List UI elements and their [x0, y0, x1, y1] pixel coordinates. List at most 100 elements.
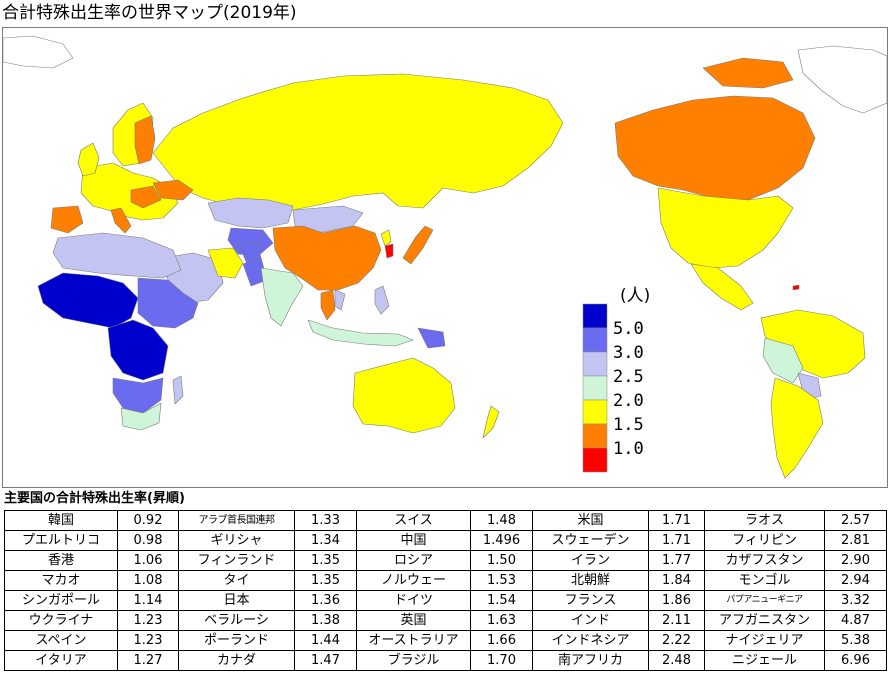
region-southern-africa [112, 377, 164, 414]
value-cell: 3.32 [824, 590, 887, 611]
value-cell: 1.38 [294, 610, 357, 631]
country-cell: 日本 [178, 590, 295, 611]
legend-label: 3.0 [613, 343, 644, 363]
country-cell: 中国 [356, 530, 471, 551]
region-indonesia [307, 319, 414, 347]
value-cell: 1.23 [117, 610, 179, 631]
legend-label: 2.5 [613, 367, 644, 387]
region-iran [207, 247, 244, 279]
region-new-zealand [482, 405, 500, 439]
region-west-africa [37, 272, 139, 329]
value-cell: 1.84 [648, 570, 705, 591]
country-cell: ナイジェリア [704, 630, 825, 651]
value-cell: 2.48 [648, 650, 705, 671]
region-south-africa [120, 402, 162, 431]
country-cell: ラオス [704, 510, 825, 531]
country-cell: ノルウェー [356, 570, 471, 591]
table-row: 韓国 0.92 アラブ首長国連邦 1.33 スイス 1.48 米国 1.71 ラオス 2.57 [4, 510, 887, 531]
value-cell: 1.77 [648, 550, 705, 571]
country-cell: スイス [356, 510, 471, 531]
country-cell: ギリシャ [178, 530, 295, 551]
country-cell: プエルトリコ [4, 530, 118, 551]
legend-swatch [582, 375, 608, 401]
value-cell: 1.06 [117, 550, 179, 571]
country-cell: ウクライナ [4, 610, 118, 631]
value-cell: 1.34 [294, 530, 357, 551]
value-cell: 2.11 [648, 610, 705, 631]
region-usa [657, 187, 794, 269]
region-finland [134, 115, 156, 165]
region-greenland [797, 45, 887, 114]
country-cell: イラン [532, 550, 649, 571]
value-cell: 1.48 [470, 510, 533, 531]
table-row: プエルトリコ 0.98 ギリシャ 1.34 中国 1.496 スウェーデン 1.71 フィリピン… [4, 530, 887, 551]
value-cell: 1.36 [294, 590, 357, 611]
value-cell: 1.35 [294, 550, 357, 571]
region-spain [50, 205, 84, 234]
region-east-africa [137, 277, 199, 329]
country-cell: フィンランド [178, 550, 295, 571]
country-cell: 韓国 [4, 510, 118, 531]
country-cell: モンゴル [704, 570, 825, 591]
region-eastern-europe [130, 185, 162, 209]
value-cell: 1.63 [470, 610, 533, 631]
region-china [272, 225, 382, 291]
table-row: イタリア 1.27 カナダ 1.47 ブラジル 1.70 南アフリカ 2.48 ニジェール 6.9… [4, 650, 887, 671]
value-cell: 1.27 [117, 650, 179, 671]
world-map-canvas: (人) 5.0 3.0 2.5 2.0 1.5 1.0 [3, 35, 887, 479]
country-cell: アラブ首長国連邦 [178, 510, 295, 531]
country-cell: カザフスタン [704, 550, 825, 571]
region-italy [110, 207, 132, 234]
country-cell: 南アフリカ [532, 650, 649, 671]
country-cell: 北朝鮮 [532, 570, 649, 591]
value-cell: 1.71 [648, 510, 705, 531]
country-cell: ドイツ [356, 590, 471, 611]
country-cell: アフガニスタン [704, 610, 825, 631]
table-row: シンガポール 1.14 日本 1.36 ドイツ 1.54 フランス 1.86 パプアニューギニア… [4, 590, 887, 611]
value-cell: 1.14 [117, 590, 179, 611]
region-kazakhstan [207, 197, 294, 229]
country-cell: ベラルーシ [178, 610, 295, 631]
country-cell: パプアニューギニア [704, 590, 825, 611]
value-cell: 1.23 [117, 630, 179, 651]
country-cell: 米国 [532, 510, 649, 531]
region-madagascar [172, 375, 184, 405]
value-cell: 1.66 [470, 630, 533, 651]
value-cell: 2.22 [648, 630, 705, 651]
value-cell: 2.90 [824, 550, 887, 571]
legend-swatch [582, 423, 608, 449]
country-cell: フィリピン [704, 530, 825, 551]
country-cell: インド [532, 610, 649, 631]
country-cell: スウェーデン [532, 530, 649, 551]
region-south-korea [384, 243, 394, 259]
region-png [417, 327, 446, 349]
legend-swatch [582, 351, 608, 377]
map-title: 合計特殊出生率の世界マップ(2019年) [2, 3, 297, 23]
value-cell: 1.86 [648, 590, 705, 611]
region-india [260, 267, 304, 327]
value-cell: 5.38 [824, 630, 887, 651]
value-cell: 1.496 [470, 530, 533, 551]
country-cell: インドネシア [532, 630, 649, 651]
table-row: ウクライナ 1.23 ベラルーシ 1.38 英国 1.63 インド 2.11 アフガニスタン 4.… [4, 610, 887, 631]
value-cell: 1.33 [294, 510, 357, 531]
country-cell: カナダ [178, 650, 295, 671]
value-cell: 0.92 [117, 510, 179, 531]
value-cell: 1.08 [117, 570, 179, 591]
legend-swatch [582, 303, 608, 329]
legend-label: 1.0 [613, 439, 644, 459]
table-row: 香港 1.06 フィンランド 1.35 ロシア 1.50 イラン 1.77 カザフスタン 2.90 [4, 550, 887, 571]
value-cell: 1.70 [470, 650, 533, 671]
region-canada [614, 95, 816, 201]
country-cell: ロシア [356, 550, 471, 571]
region-ukraine [152, 179, 194, 201]
region-australia [352, 357, 456, 434]
country-cell: 香港 [4, 550, 118, 571]
legend-label: 2.0 [613, 391, 644, 411]
value-cell: 1.50 [470, 550, 533, 571]
value-cell: 1.44 [294, 630, 357, 651]
table-row: マカオ 1.08 タイ 1.35 ノルウェー 1.53 北朝鮮 1.84 モンゴル 2.94 [4, 570, 887, 591]
region-mongolia [292, 205, 364, 234]
country-cell: ポーランド [178, 630, 295, 651]
value-cell: 1.35 [294, 570, 357, 591]
